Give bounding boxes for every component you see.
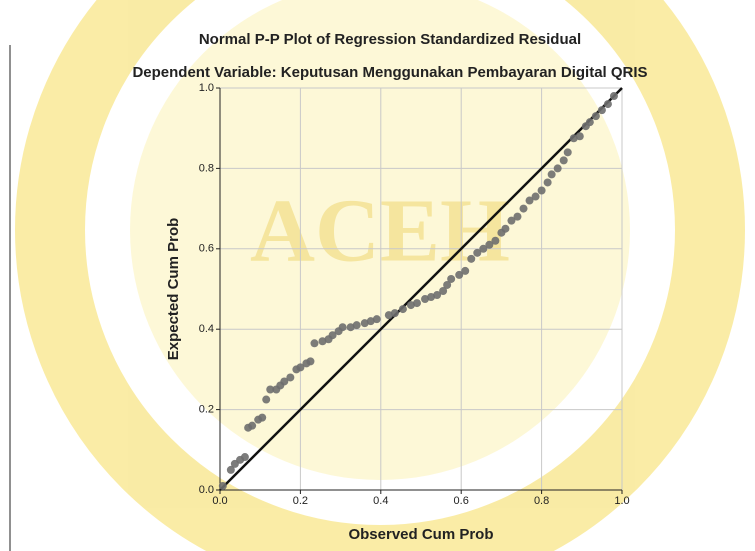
point: [353, 321, 361, 329]
point: [538, 187, 546, 195]
x-tick-label: 0.8: [534, 495, 549, 507]
point: [286, 373, 294, 381]
point: [447, 275, 455, 283]
y-tick-label: 0.8: [199, 162, 214, 174]
point: [592, 112, 600, 120]
y-tick-label: 0.2: [199, 404, 214, 416]
chart: ACEH Normal P-P Plot of Regression Stand…: [0, 0, 755, 551]
point: [306, 357, 314, 365]
point: [544, 178, 552, 186]
chart-subtitle: Dependent Variable: Keputusan Menggunaka…: [132, 64, 647, 81]
watermark: ACEH: [50, 0, 710, 551]
point: [399, 305, 407, 313]
x-tick-label: 0.6: [454, 495, 469, 507]
point: [598, 106, 606, 114]
point: [373, 315, 381, 323]
point: [491, 237, 499, 245]
point: [513, 213, 521, 221]
point: [391, 309, 399, 317]
point: [610, 92, 618, 100]
x-tick-label: 0.4: [373, 495, 388, 507]
point: [262, 396, 270, 404]
point: [586, 118, 594, 126]
x-tick-label: 0.0: [212, 495, 227, 507]
point: [501, 225, 509, 233]
y-axis-label: Expected Cum Prob: [165, 218, 182, 361]
point: [310, 339, 318, 347]
point: [576, 132, 584, 140]
point: [339, 323, 347, 331]
x-axis-label: Observed Cum Prob: [348, 526, 493, 543]
watermark-text: ACEH: [250, 182, 510, 281]
y-tick-label: 0.0: [199, 484, 214, 496]
point: [467, 255, 475, 263]
point: [532, 193, 540, 201]
x-tick-label: 0.2: [293, 495, 308, 507]
y-tick-label: 1.0: [199, 82, 214, 94]
point: [461, 267, 469, 275]
point: [241, 453, 249, 461]
point: [548, 170, 556, 178]
point: [258, 414, 266, 422]
page: ACEH Normal P-P Plot of Regression Stand…: [0, 0, 755, 551]
y-tick-label: 0.4: [199, 323, 214, 335]
x-tick-label: 1.0: [614, 495, 629, 507]
point: [554, 164, 562, 172]
point: [219, 482, 227, 490]
point: [248, 422, 256, 430]
y-tick-label: 0.6: [199, 243, 214, 255]
point: [604, 100, 612, 108]
point: [560, 156, 568, 164]
point: [413, 299, 421, 307]
chart-title: Normal P-P Plot of Regression Standardiz…: [199, 31, 581, 48]
point: [520, 205, 528, 213]
point: [564, 148, 572, 156]
